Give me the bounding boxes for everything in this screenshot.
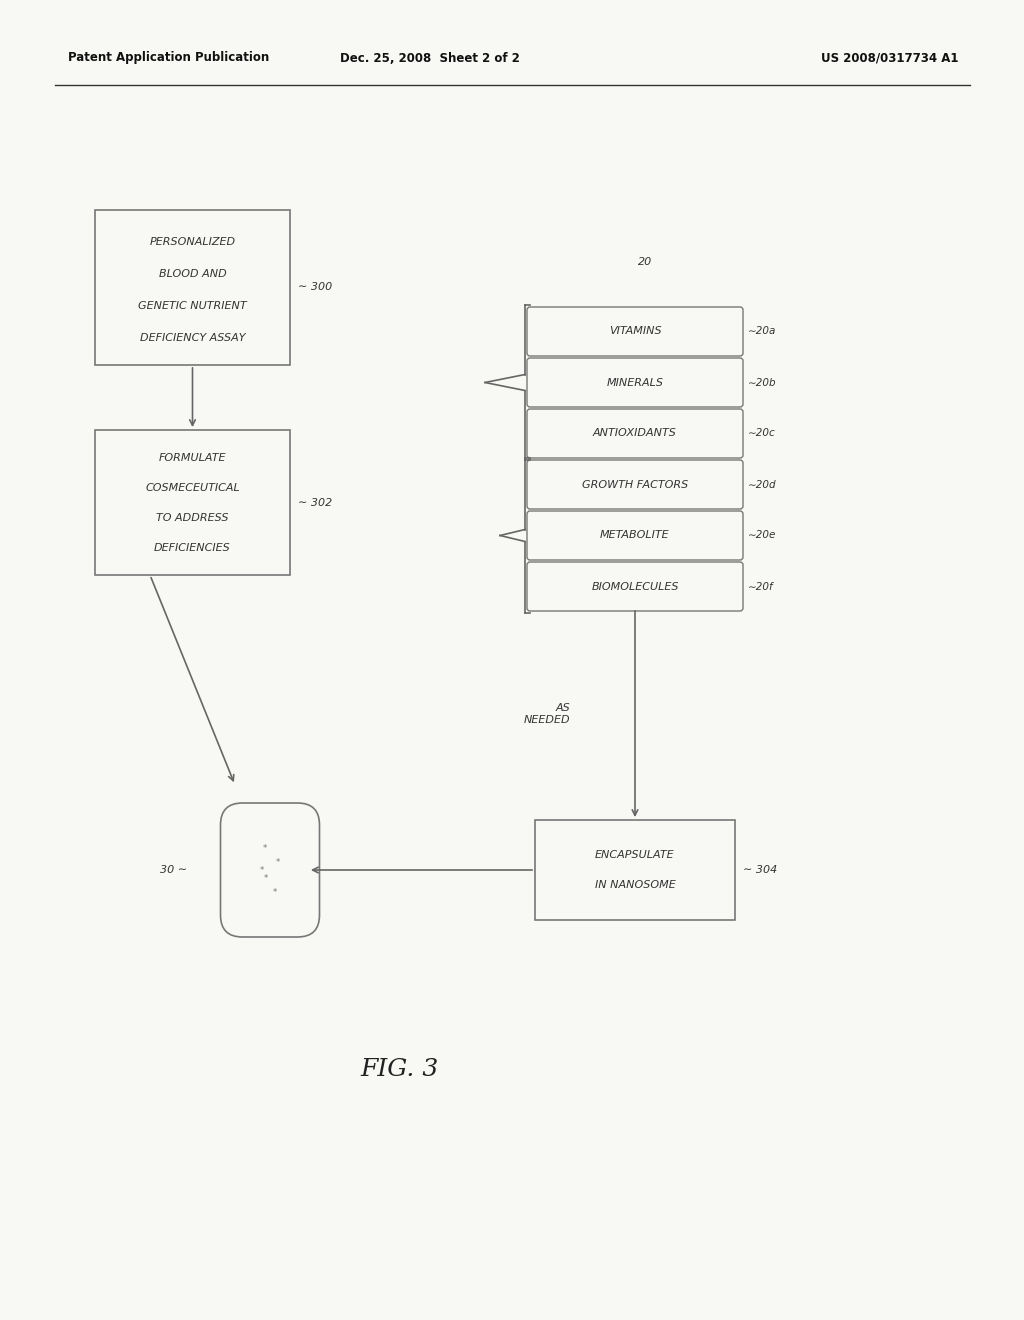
Text: ∼20a: ∼20a	[748, 326, 776, 337]
Text: DEFICIENCY ASSAY: DEFICIENCY ASSAY	[139, 333, 246, 343]
FancyBboxPatch shape	[527, 409, 743, 458]
Text: BIOMOLECULES: BIOMOLECULES	[591, 582, 679, 591]
Text: METABOLITE: METABOLITE	[600, 531, 670, 540]
Text: GENETIC NUTRIENT: GENETIC NUTRIENT	[138, 301, 247, 312]
Bar	[95, 210, 290, 366]
Text: US 2008/0317734 A1: US 2008/0317734 A1	[821, 51, 958, 65]
Text: TO ADDRESS: TO ADDRESS	[157, 513, 228, 523]
Text: FORMULATE: FORMULATE	[159, 453, 226, 463]
Text: ∼20d: ∼20d	[748, 479, 776, 490]
Text: ∼ 304: ∼ 304	[743, 865, 777, 875]
Text: VITAMINS: VITAMINS	[608, 326, 662, 337]
Bar	[95, 430, 290, 576]
Text: IN NANOSOME: IN NANOSOME	[595, 880, 676, 890]
Text: *: *	[272, 887, 278, 896]
Text: MINERALS: MINERALS	[606, 378, 664, 388]
Text: 20: 20	[638, 257, 652, 267]
Text: *: *	[275, 858, 281, 866]
Text: FIG. 3: FIG. 3	[360, 1059, 439, 1081]
Text: ∼ 302: ∼ 302	[298, 498, 332, 507]
Text: ∼20b: ∼20b	[748, 378, 776, 388]
Text: *: *	[260, 866, 264, 874]
Text: BLOOD AND: BLOOD AND	[159, 269, 226, 279]
Text: COSMECEUTICAL: COSMECEUTICAL	[145, 483, 240, 492]
Bar	[535, 820, 735, 920]
Text: PERSONALIZED: PERSONALIZED	[150, 238, 236, 247]
Text: 30 ∼: 30 ∼	[161, 865, 187, 875]
Text: ∼20c: ∼20c	[748, 429, 776, 438]
Text: ∼20e: ∼20e	[748, 531, 776, 540]
FancyBboxPatch shape	[527, 562, 743, 611]
FancyBboxPatch shape	[527, 358, 743, 407]
FancyBboxPatch shape	[220, 803, 319, 937]
Text: ∼20f: ∼20f	[748, 582, 773, 591]
Text: GROWTH FACTORS: GROWTH FACTORS	[582, 479, 688, 490]
Text: Dec. 25, 2008  Sheet 2 of 2: Dec. 25, 2008 Sheet 2 of 2	[340, 51, 520, 65]
Text: ENCAPSULATE: ENCAPSULATE	[595, 850, 675, 861]
FancyBboxPatch shape	[527, 459, 743, 510]
Text: AS
NEEDED: AS NEEDED	[523, 704, 570, 725]
Text: Patent Application Publication: Patent Application Publication	[68, 51, 269, 65]
Text: ∼ 300: ∼ 300	[298, 282, 332, 293]
FancyBboxPatch shape	[527, 511, 743, 560]
Text: DEFICIENCIES: DEFICIENCIES	[155, 543, 230, 553]
Text: ANTIOXIDANTS: ANTIOXIDANTS	[593, 429, 677, 438]
Text: *: *	[264, 874, 268, 883]
Text: *: *	[263, 843, 267, 853]
FancyBboxPatch shape	[527, 308, 743, 356]
